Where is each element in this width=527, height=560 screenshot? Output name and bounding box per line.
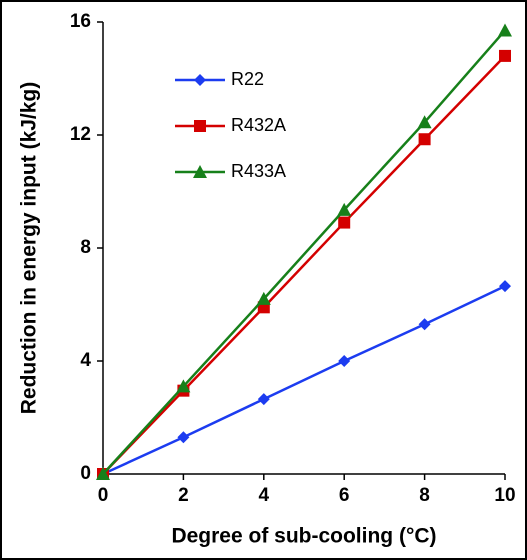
y-axis-label: Reduction in energy input (kJ/kg) bbox=[18, 82, 41, 415]
y-tick-label: 0 bbox=[80, 463, 91, 484]
marker bbox=[194, 120, 206, 132]
y-tick-label: 16 bbox=[70, 11, 91, 32]
series-line bbox=[102, 29, 506, 475]
marker bbox=[96, 467, 110, 480]
marker bbox=[418, 133, 431, 146]
x-tick-label: 8 bbox=[419, 485, 430, 506]
marker bbox=[194, 74, 206, 86]
legend-label: R432A bbox=[231, 115, 286, 135]
series-line bbox=[102, 55, 506, 475]
marker bbox=[418, 318, 431, 331]
legend-label: R22 bbox=[231, 69, 264, 89]
marker bbox=[177, 431, 190, 444]
marker bbox=[417, 115, 432, 129]
marker bbox=[256, 291, 271, 305]
marker bbox=[337, 202, 352, 216]
marker bbox=[338, 216, 351, 229]
y-tick-label: 8 bbox=[80, 237, 91, 258]
marker bbox=[499, 49, 511, 62]
marker bbox=[499, 280, 511, 293]
x-tick-label: 10 bbox=[494, 485, 515, 506]
x-axis-label: Degree of sub-cooling (°C) bbox=[171, 525, 436, 548]
x-tick-label: 6 bbox=[339, 485, 350, 506]
x-tick-label: 4 bbox=[259, 485, 270, 506]
marker bbox=[176, 379, 191, 393]
y-tick-label: 12 bbox=[70, 124, 91, 145]
marker bbox=[257, 393, 270, 406]
marker bbox=[498, 23, 512, 37]
legend-label: R433A bbox=[231, 161, 286, 181]
x-tick-label: 0 bbox=[98, 485, 109, 506]
x-tick-label: 2 bbox=[178, 485, 189, 506]
y-tick-label: 4 bbox=[80, 350, 91, 371]
series-line bbox=[102, 285, 506, 476]
marker bbox=[338, 355, 351, 367]
marker bbox=[193, 165, 207, 178]
